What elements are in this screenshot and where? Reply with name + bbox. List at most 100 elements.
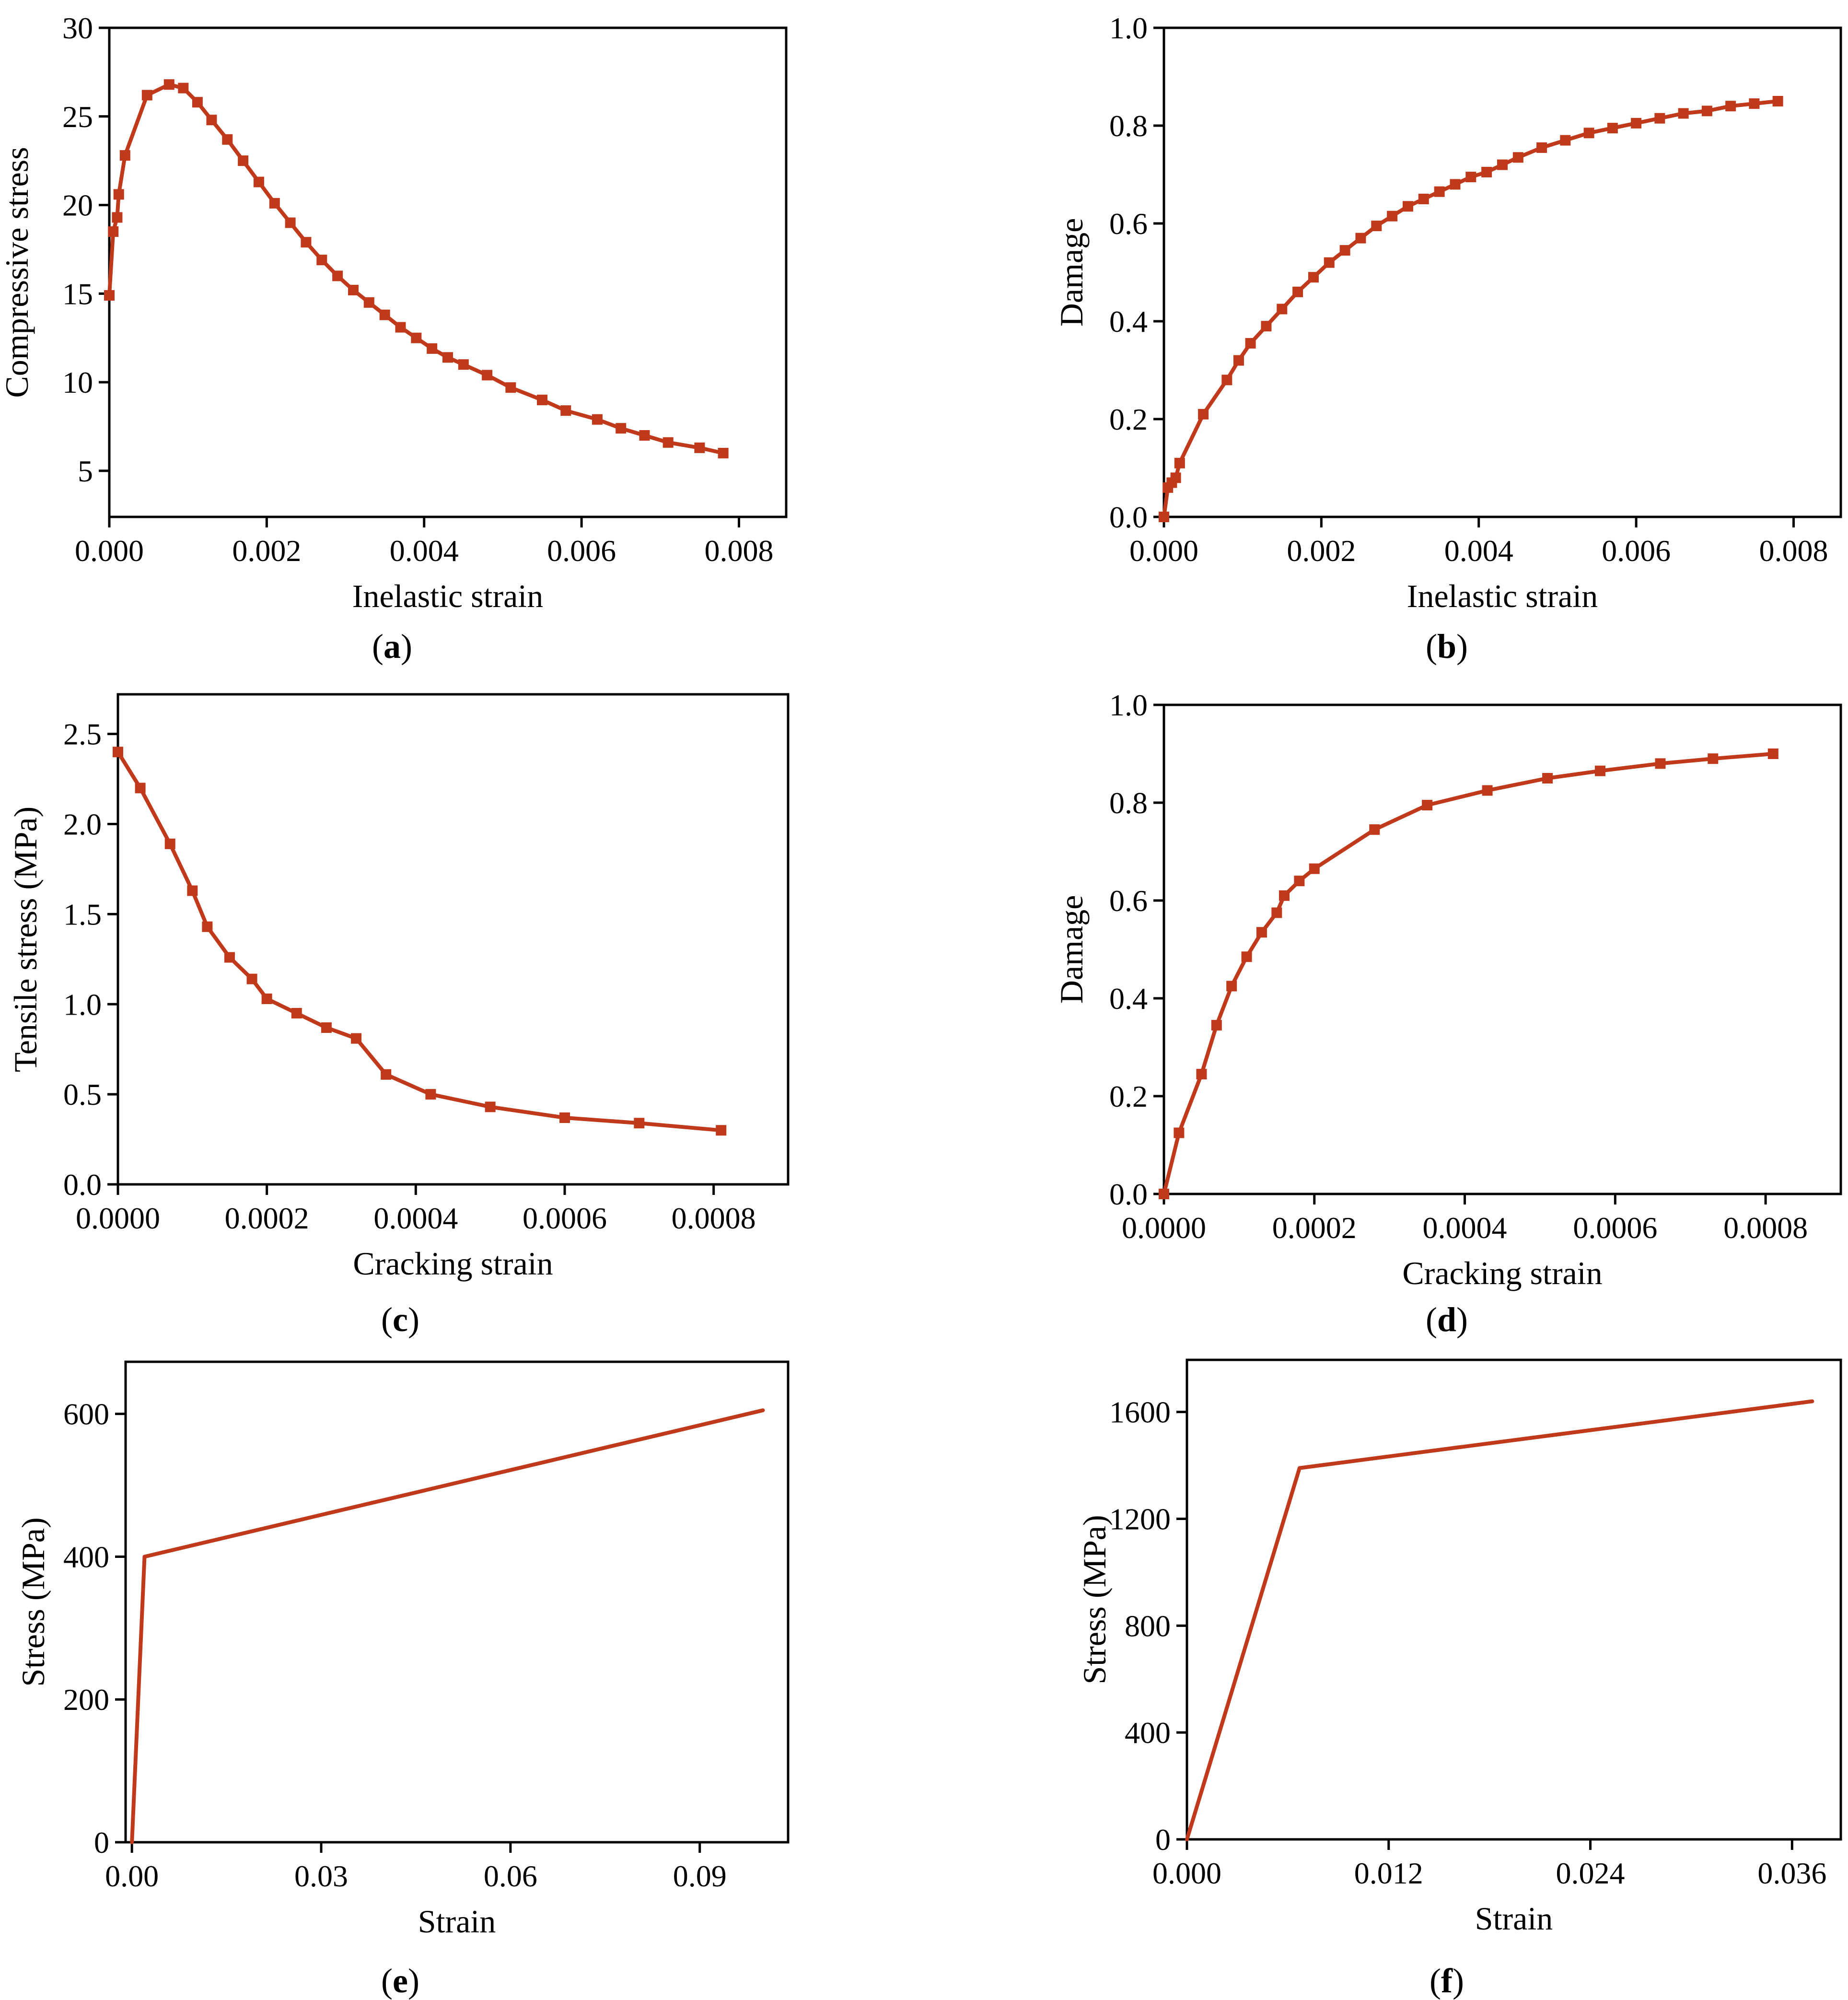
- caption-letter: a: [384, 627, 401, 666]
- y-tick-label: 200: [63, 1683, 109, 1717]
- data-point: [285, 217, 296, 228]
- data-point: [163, 79, 174, 90]
- data-point: [379, 309, 390, 320]
- data-point: [141, 90, 152, 101]
- x-tick-label: 0.004: [1444, 534, 1513, 568]
- y-axis-title: Compressive stress: [0, 147, 35, 398]
- data-point: [291, 1008, 302, 1019]
- caption-open-paren: (: [1426, 627, 1437, 666]
- chart-panel-e: 0.00 0.03 0.06 0.09 0 200 400 600 Strain Stress (…: [15, 1360, 790, 2000]
- x-tick-label: 0.0000: [76, 1201, 160, 1235]
- data-point: [1560, 135, 1571, 146]
- data-point: [1678, 108, 1689, 119]
- series-line: [130, 1408, 765, 1844]
- data-point: [694, 442, 705, 453]
- x-tick-label: 0.000: [75, 534, 144, 568]
- data-point: [395, 322, 406, 333]
- data-point: [1654, 113, 1665, 124]
- caption-close-paren: ): [401, 627, 412, 666]
- y-axis-title: Tensile stress (MPa): [7, 807, 44, 1072]
- data-point: [1481, 166, 1492, 177]
- x-axis-title: Strain: [1475, 1900, 1553, 1937]
- panel-caption: (d): [1426, 1300, 1468, 1339]
- data-point: [662, 437, 674, 448]
- y-tick-label: 0: [94, 1825, 109, 1860]
- data-point: [113, 189, 124, 200]
- data-point: [164, 838, 175, 849]
- x-tick-label: 0.002: [1287, 534, 1356, 568]
- data-point: [222, 134, 233, 145]
- data-point: [411, 332, 422, 343]
- data-point: [1369, 824, 1380, 835]
- data-point: [1159, 512, 1169, 522]
- y-axis-title: Damage: [1053, 218, 1090, 327]
- data-point: [1607, 123, 1618, 134]
- data-point: [1277, 304, 1288, 315]
- y-tick-label: 800: [1125, 1609, 1171, 1643]
- caption-open-paren: (: [372, 627, 384, 666]
- y-axis-title: Stress (MPa): [15, 1517, 51, 1686]
- data-point: [1482, 785, 1493, 796]
- data-point: [1371, 221, 1382, 232]
- data-point: [1708, 753, 1719, 764]
- data-point: [1749, 98, 1760, 109]
- panel-caption: (a): [372, 627, 412, 666]
- x-tick-label: 0.024: [1556, 1856, 1625, 1890]
- x-tick-label: 0.012: [1354, 1856, 1423, 1890]
- caption-letter: c: [393, 1300, 408, 1339]
- data-point: [1512, 152, 1523, 163]
- data-point: [482, 370, 493, 381]
- data-point: [1465, 172, 1476, 183]
- data-point: [135, 783, 146, 794]
- data-point: [1196, 1069, 1207, 1080]
- data-point: [363, 297, 374, 308]
- data-point: [1245, 338, 1256, 349]
- x-tick-label: 0.09: [673, 1859, 727, 1893]
- y-tick-label: 0.6: [1109, 207, 1148, 241]
- data-point: [1294, 876, 1305, 887]
- data-point: [1339, 245, 1350, 256]
- caption-letter: e: [393, 1962, 408, 2000]
- caption-close-paren: ): [408, 1300, 419, 1339]
- data-point: [269, 198, 280, 209]
- y-tick-label: 400: [63, 1540, 109, 1574]
- y-axis-title: Damage: [1053, 895, 1090, 1004]
- caption-close-paren: ): [408, 1962, 419, 2000]
- y-tick-label: 1.5: [63, 897, 102, 931]
- data-point: [246, 973, 257, 984]
- data-point: [560, 405, 571, 416]
- x-tick-label: 0.0002: [225, 1201, 309, 1235]
- y-tick-label: 1200: [1109, 1502, 1171, 1536]
- y-tick-label: 0.2: [1109, 402, 1148, 436]
- y-tick-label: 0.0: [63, 1168, 102, 1202]
- data-point: [716, 1125, 727, 1136]
- x-tick-label: 0.03: [294, 1859, 348, 1893]
- x-tick-label: 0.008: [1759, 534, 1828, 568]
- caption-close-paren: ): [1453, 1962, 1464, 2000]
- plot-frame: [116, 693, 790, 1186]
- caption-letter: d: [1437, 1300, 1456, 1339]
- data-point: [1434, 186, 1445, 197]
- data-point: [316, 255, 327, 266]
- panel-caption: (b): [1426, 627, 1468, 666]
- data-point: [253, 176, 264, 187]
- caption-open-paren: (: [381, 1962, 393, 2000]
- y-tick-label: 15: [62, 277, 93, 311]
- data-point: [1261, 321, 1272, 332]
- x-axis-title: Inelastic strain: [352, 578, 543, 614]
- data-point: [1387, 211, 1398, 222]
- data-point: [1422, 800, 1433, 811]
- y-tick-label: 2.0: [63, 807, 102, 842]
- data-point: [718, 447, 729, 458]
- data-point: [261, 993, 272, 1004]
- data-point: [206, 115, 217, 126]
- data-point: [351, 1033, 362, 1044]
- x-tick-label: 0.008: [704, 534, 773, 568]
- data-point: [187, 885, 198, 896]
- caption-open-paren: (: [381, 1300, 393, 1339]
- y-tick-label: 30: [62, 11, 93, 45]
- x-tick-label: 0.0006: [1573, 1211, 1657, 1245]
- x-tick-label: 0.004: [390, 534, 459, 568]
- chart-panel-d: 0.0000 0.0002 0.0004 0.0006 0.0008 0.0 0.2 0.4 0…: [1053, 688, 1842, 1339]
